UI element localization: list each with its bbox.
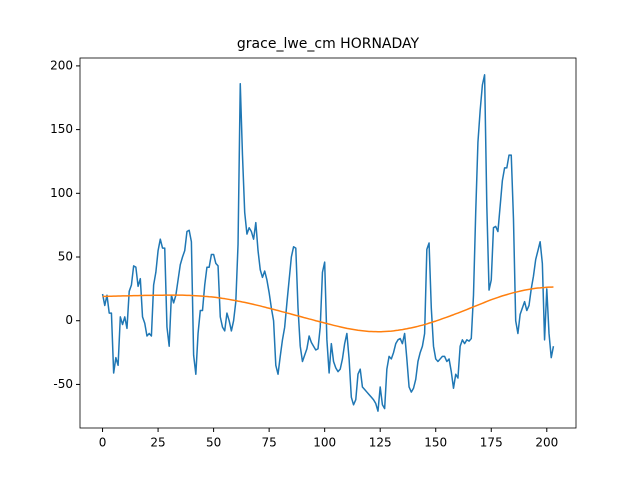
x-tick-label: 25 <box>150 436 165 450</box>
x-tick-label: 150 <box>424 436 447 450</box>
chart-title: grace_lwe_cm HORNADAY <box>237 36 420 52</box>
x-tick-label: 0 <box>99 436 107 450</box>
y-tick-label: 200 <box>50 58 73 72</box>
y-tick-label: 50 <box>58 250 73 264</box>
plot-frame <box>79 57 577 429</box>
y-tick-label: -50 <box>53 377 73 391</box>
x-tick-label: 50 <box>206 436 221 450</box>
x-tick-label: 125 <box>369 436 392 450</box>
y-tick-label: 100 <box>50 186 73 200</box>
series-line <box>102 286 554 333</box>
series-line <box>101 74 555 412</box>
y-tick-label: 0 <box>65 313 73 327</box>
x-tick-label: 75 <box>261 436 276 450</box>
y-tick-label: 150 <box>50 122 73 136</box>
x-tick-label: 200 <box>535 436 558 450</box>
x-tick-label: 100 <box>313 436 336 450</box>
x-tick-label: 175 <box>480 436 503 450</box>
